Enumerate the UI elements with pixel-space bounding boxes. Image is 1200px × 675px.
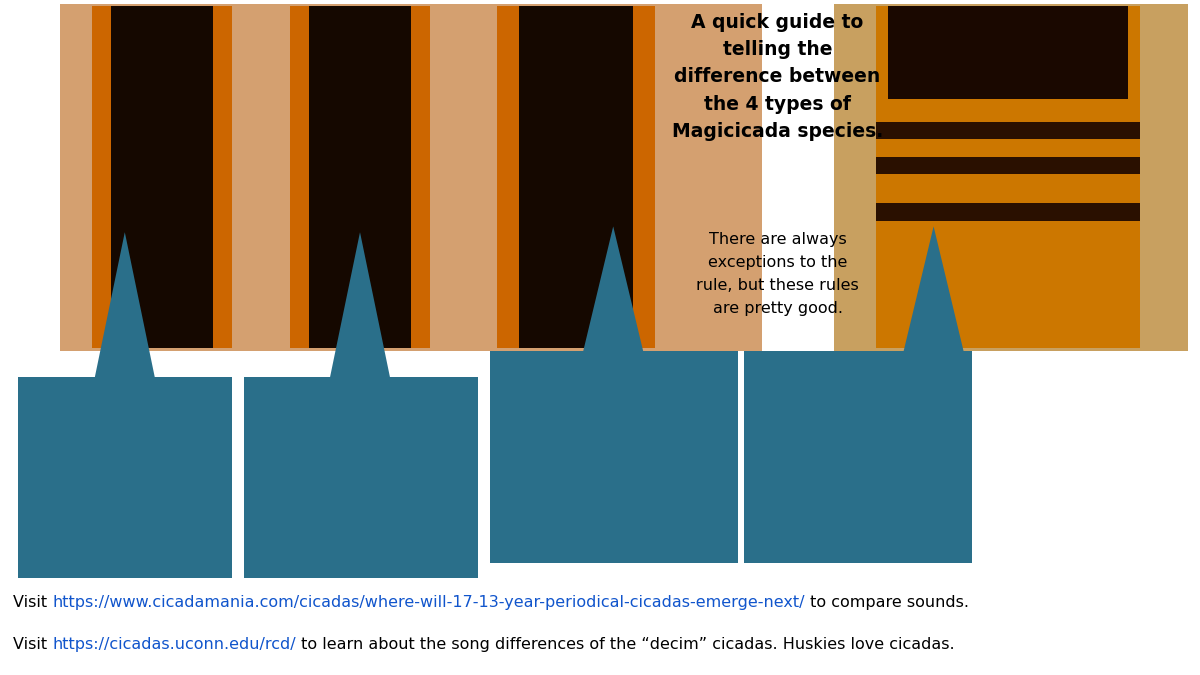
Text: M. septendecim (17yr)
M. neotredecim (13yr)
Black abdomen with
thick orange stri: M. septendecim (17yr) M. neotredecim (13… [526, 363, 702, 475]
Text: Visit: Visit [13, 595, 53, 610]
FancyBboxPatch shape [290, 6, 310, 348]
FancyBboxPatch shape [490, 351, 738, 563]
FancyBboxPatch shape [60, 4, 762, 351]
FancyBboxPatch shape [498, 6, 520, 348]
Polygon shape [330, 232, 390, 377]
Polygon shape [95, 232, 155, 377]
FancyBboxPatch shape [244, 377, 478, 578]
FancyBboxPatch shape [310, 6, 412, 348]
FancyBboxPatch shape [91, 6, 112, 348]
FancyBboxPatch shape [410, 6, 431, 348]
Text: There are always
exceptions to the
rule, but these rules
are pretty good.: There are always exceptions to the rule,… [696, 232, 859, 316]
FancyBboxPatch shape [18, 377, 232, 578]
FancyBboxPatch shape [876, 157, 1140, 174]
Text: A quick guide to
telling the
difference between
the 4 types of
Magicicada specie: A quick guide to telling the difference … [672, 13, 883, 141]
FancyBboxPatch shape [634, 6, 655, 348]
FancyBboxPatch shape [876, 203, 1140, 221]
FancyBboxPatch shape [888, 6, 1128, 99]
Text: to compare sounds.: to compare sounds. [805, 595, 968, 610]
Text: M. septendecula (17yr)
M. tredecula (13yr)
Black abdomen with
narrow orange stri: M. septendecula (17yr) M. tredecula (13y… [270, 389, 451, 462]
FancyBboxPatch shape [876, 6, 1140, 348]
Polygon shape [904, 226, 964, 351]
FancyBboxPatch shape [112, 6, 214, 348]
FancyBboxPatch shape [876, 122, 1140, 139]
Text: https://www.cicadamania.com/cicadas/where-will-17-13-year-periodical-cicadas-eme: https://www.cicadamania.com/cicadas/wher… [53, 595, 805, 610]
Text: https://cicadas.uconn.edu/rcd/: https://cicadas.uconn.edu/rcd/ [53, 637, 296, 652]
Text: Visit: Visit [13, 637, 53, 652]
FancyBboxPatch shape [520, 6, 634, 348]
Polygon shape [583, 226, 643, 351]
FancyBboxPatch shape [214, 6, 233, 348]
Text: to learn about the song differences of the “decim” cicadas. Huskies love cicadas: to learn about the song differences of t… [296, 637, 954, 652]
FancyBboxPatch shape [744, 351, 972, 563]
Text: M. cassini (17yr)
M. tredecassini (13yr)
Black abdomen.: M. cassini (17yr) M. tredecassini (13yr)… [38, 389, 211, 442]
FancyBboxPatch shape [834, 4, 1188, 351]
Text: M. tredecim (13yr)
Almost entirely orange
abdomen. Orange
between eye and wing
i: M. tredecim (13yr) Almost entirely orang… [768, 363, 948, 455]
